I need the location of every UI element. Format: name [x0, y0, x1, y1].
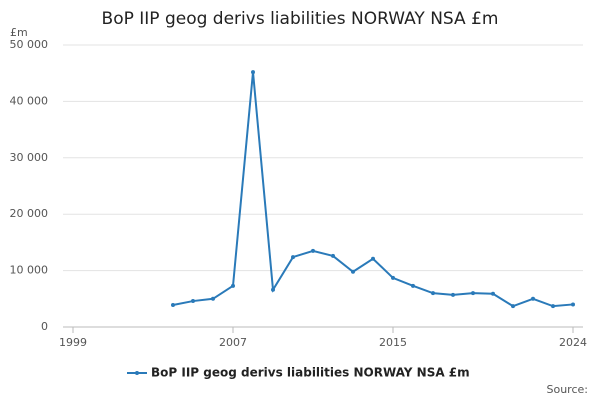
y-tick-label: 20 000 — [10, 207, 49, 220]
point — [451, 292, 455, 297]
point — [291, 255, 295, 260]
legend-label: BoP IIP geog derivs liabilities NORWAY N… — [151, 366, 470, 380]
chart-title: BoP IIP geog derivs liabilities NORWAY N… — [102, 9, 499, 29]
y-tick-label: 50 000 — [10, 38, 49, 51]
point — [531, 296, 535, 301]
point — [271, 287, 275, 292]
point — [251, 70, 255, 75]
point — [331, 253, 335, 258]
y-tick-label: 10 000 — [10, 264, 49, 277]
point — [231, 283, 235, 288]
point — [491, 291, 495, 296]
point — [551, 304, 555, 309]
legend-marker — [135, 371, 139, 375]
point — [211, 296, 215, 301]
x-tick-label: 2024 — [559, 336, 587, 349]
point — [371, 256, 375, 261]
point — [391, 275, 395, 280]
source: Source: — [547, 383, 589, 396]
point — [471, 291, 475, 296]
y-tick-label: 40 000 — [10, 94, 49, 107]
point — [571, 302, 575, 307]
point — [431, 291, 435, 296]
y-tick-label: 0 — [41, 320, 48, 333]
y-axis-label: £m — [10, 26, 28, 39]
y-tick-label: 30 000 — [10, 151, 49, 164]
point — [171, 303, 175, 308]
x-tick-label: 1999 — [59, 336, 87, 349]
point — [191, 299, 195, 304]
point — [311, 248, 315, 253]
point — [411, 283, 415, 288]
point — [511, 304, 515, 309]
point — [351, 269, 355, 274]
x-tick-label: 2007 — [219, 336, 247, 349]
x-tick-label: 2015 — [379, 336, 407, 349]
